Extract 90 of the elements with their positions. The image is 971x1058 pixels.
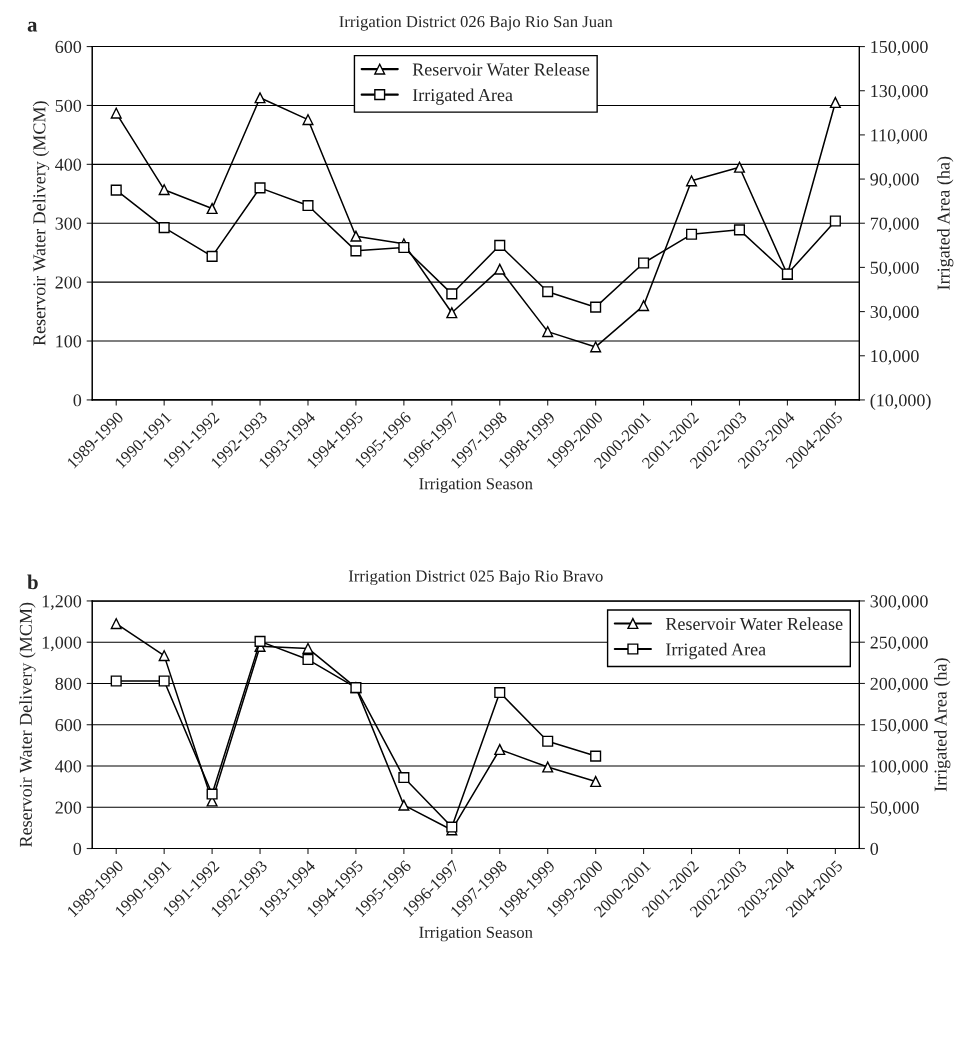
point <box>110 184 122 196</box>
point <box>254 182 266 194</box>
point <box>542 326 554 338</box>
y-axis-title: Reservoir Water Delivery (MCM) <box>19 602 36 847</box>
legend-label: Reservoir Water Release <box>412 62 590 76</box>
point <box>110 618 122 630</box>
y2-tick-label: 70,000 <box>870 217 919 233</box>
point <box>158 675 170 687</box>
y-tick-label: 600 <box>55 40 82 53</box>
point <box>494 239 506 251</box>
point <box>733 224 746 236</box>
point <box>685 175 698 187</box>
legend-label: Reservoir Water Release <box>665 617 843 631</box>
y-tick-label: 300 <box>55 217 82 230</box>
point <box>446 307 458 319</box>
point <box>590 775 602 788</box>
y-tick-label: 0 <box>73 394 82 407</box>
chart-title: Irrigation District 026 Bajo Rio San Juan <box>339 16 613 31</box>
point <box>206 250 218 262</box>
point <box>494 743 506 756</box>
y2-axis-title: Irrigated Area (ha) <box>933 658 951 792</box>
point <box>350 245 362 257</box>
point <box>398 241 410 254</box>
legend-label: Irrigated Area <box>666 642 766 660</box>
point <box>158 650 170 662</box>
y2-tick-label: 200,000 <box>870 677 928 693</box>
text: b <box>27 574 38 590</box>
point <box>638 257 650 269</box>
x-axis-title: Irrigation Season <box>419 478 533 493</box>
point <box>542 761 554 773</box>
point <box>302 653 314 666</box>
y2-tick-label: 30,000 <box>870 305 919 321</box>
y2-tick-label: 0 <box>870 842 879 855</box>
y2-tick-label: 130,000 <box>871 84 928 100</box>
point <box>398 771 410 784</box>
y2-tick-label: 250,000 <box>870 636 928 652</box>
y2-axis-title: Irrigated Area (ha) <box>936 156 954 290</box>
point <box>590 341 602 353</box>
point <box>829 215 841 227</box>
point <box>302 642 314 654</box>
y-tick-label: 200 <box>55 276 82 289</box>
legend-label: Irrigated Area <box>412 88 513 105</box>
y2-tick-label: 100,000 <box>871 760 928 776</box>
y2-tick-label: 50,000 <box>870 801 919 817</box>
point <box>590 301 602 313</box>
y2-tick-label: 10,000 <box>871 350 919 365</box>
y2-tick-label: 300,000 <box>870 595 928 610</box>
point <box>829 96 841 109</box>
y2-tick-label: (10,000) <box>870 393 931 411</box>
point <box>590 750 602 762</box>
y2-tick-label: 50,000 <box>870 261 919 277</box>
y2-tick-label: 110,000 <box>871 129 928 144</box>
point <box>494 686 506 699</box>
y2-tick-label: 150,000 <box>871 40 928 56</box>
point <box>685 228 698 240</box>
point <box>781 268 793 280</box>
point <box>446 288 458 300</box>
point <box>110 675 122 687</box>
point <box>158 184 170 196</box>
y-tick-label: 600 <box>55 718 82 732</box>
point <box>733 161 746 173</box>
x-axis-title: Irrigation Season <box>419 926 533 942</box>
text: a <box>27 21 38 32</box>
point <box>542 735 554 747</box>
y-tick-label: 400 <box>55 760 82 773</box>
y-tick-label: 800 <box>55 677 82 690</box>
point <box>542 286 554 298</box>
y-tick-label: 200 <box>55 801 82 814</box>
y-tick-label: 100 <box>56 335 82 348</box>
point <box>350 230 362 242</box>
y2-tick-label: 150,000 <box>871 718 928 734</box>
point <box>206 202 218 215</box>
y-tick-label: 500 <box>55 99 82 112</box>
point <box>254 635 266 647</box>
y-tick-label: 1,200 <box>42 595 82 610</box>
point <box>494 263 506 275</box>
point <box>398 799 410 811</box>
y2-tick-label: 90,000 <box>870 173 919 189</box>
point <box>206 788 218 800</box>
point <box>302 114 314 126</box>
y-tick-label: 1,000 <box>42 636 82 652</box>
chart-title: Irrigation District 025 Bajo Rio Bravo <box>348 570 603 586</box>
point <box>302 200 314 212</box>
y-axis-title: Reservoir Water Delivery (MCM) <box>32 101 50 346</box>
point <box>110 107 122 119</box>
point <box>254 92 266 104</box>
y-tick-label: 400 <box>55 158 82 171</box>
point <box>158 222 170 234</box>
point <box>638 300 650 312</box>
y-tick-label: 0 <box>73 842 82 855</box>
